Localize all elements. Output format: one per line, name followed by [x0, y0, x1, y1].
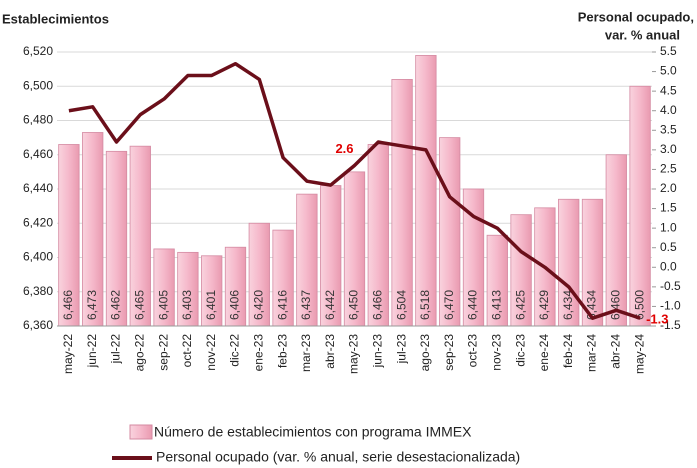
y-axis-title: Establecimientos — [2, 11, 109, 26]
bar — [391, 79, 413, 327]
y2-axis-title: Personal ocupado, — [578, 9, 694, 24]
y-tick-label: 6,380 — [23, 284, 53, 298]
x-tick-label: nov-23 — [489, 334, 503, 371]
value-label: 6,462 — [109, 290, 123, 320]
y2-tick-label: 2.0 — [660, 181, 677, 195]
y-tick-label: 6,480 — [23, 113, 53, 127]
value-label: 6,403 — [180, 290, 194, 320]
value-label: 6,460 — [608, 290, 622, 320]
x-tick-label: jul-23 — [394, 334, 408, 365]
annotation: -1.3 — [646, 312, 668, 327]
value-label: 6,429 — [537, 290, 551, 320]
value-label: 6,440 — [466, 290, 480, 320]
value-label: 6,413 — [489, 290, 503, 320]
value-label: 6,450 — [347, 290, 361, 320]
value-label: 6,406 — [228, 290, 242, 320]
x-tick-label: oct-22 — [180, 334, 194, 368]
y2-tick-label: -0.5 — [660, 279, 681, 293]
legend-label: Número de establecimientos con programa … — [154, 424, 472, 440]
legend-label: Personal ocupado (var. % anual, serie de… — [156, 449, 520, 465]
x-tick-label: abr-23 — [323, 334, 337, 369]
x-tick-label: sep-22 — [156, 334, 170, 371]
y-tick-label: 6,420 — [23, 215, 53, 229]
y2-tick-label: 3.5 — [660, 122, 677, 136]
x-tick-label: jun-22 — [85, 334, 99, 369]
bar — [415, 55, 437, 327]
y2-tick-label: 4.5 — [660, 83, 677, 97]
value-label: 6,518 — [418, 290, 432, 320]
value-label: 6,434 — [561, 290, 575, 320]
y2-tick-label: 2.5 — [660, 162, 677, 176]
value-label: 6,437 — [299, 290, 313, 320]
line-series — [68, 61, 641, 320]
x-tick-label: abr-24 — [608, 334, 622, 369]
x-tick-label: jun-23 — [370, 334, 384, 369]
y-tick-label: 6,500 — [23, 78, 53, 92]
y2-tick-label: 1.0 — [660, 220, 677, 234]
y2-tick-label: 5.0 — [660, 64, 677, 78]
value-label: 6,466 — [370, 290, 384, 320]
x-tick-label: nov-22 — [204, 334, 218, 371]
y2-tick-label: 3.0 — [660, 142, 677, 156]
y2-tick-label: 1.5 — [660, 201, 677, 215]
y2-tick-label: 4.0 — [660, 103, 677, 117]
x-tick-label: mar-23 — [299, 334, 313, 372]
value-label: 6,425 — [513, 290, 527, 320]
y2-tick-label: -1.0 — [660, 299, 681, 313]
value-label: 6,420 — [251, 290, 265, 320]
x-tick-label: ene-24 — [537, 334, 551, 372]
x-tick-label: may-24 — [632, 334, 646, 374]
x-tick-label: may-23 — [347, 334, 361, 374]
y2-tick-label: 5.5 — [660, 44, 677, 58]
legend-swatch — [129, 424, 153, 440]
x-tick-label: sep-23 — [442, 334, 456, 371]
value-label: 6,504 — [394, 290, 408, 320]
y2-tick-label: 0.5 — [660, 240, 677, 254]
x-tick-label: dic-23 — [513, 334, 527, 367]
value-label: 6,401 — [204, 290, 218, 320]
value-label: 6,466 — [61, 290, 75, 320]
value-label: 6,405 — [156, 290, 170, 320]
y2-axis-title: var. % anual — [605, 27, 680, 42]
x-tick-label: ago-23 — [418, 334, 432, 372]
y-tick-label: 6,360 — [23, 318, 53, 332]
x-tick-label: ago-22 — [132, 334, 146, 372]
x-tick-label: feb-24 — [561, 334, 575, 368]
annotation: 2.6 — [335, 141, 353, 156]
y2-tick-label: -1.5 — [660, 318, 681, 332]
y-tick-label: 6,400 — [23, 250, 53, 264]
x-tick-label: feb-23 — [275, 334, 289, 368]
y2-tick-label: 0.0 — [660, 259, 677, 273]
x-tick-label: mar-24 — [585, 334, 599, 372]
x-tick-label: oct-23 — [466, 334, 480, 368]
value-label: 6,416 — [275, 290, 289, 320]
x-tick-label: jul-22 — [109, 334, 123, 365]
y-tick-label: 6,520 — [23, 44, 53, 58]
y-tick-label: 6,460 — [23, 147, 53, 161]
x-tick-label: dic-22 — [228, 334, 242, 367]
value-label: 6,465 — [132, 290, 146, 320]
value-label: 6,442 — [323, 290, 337, 320]
value-label: 6,470 — [442, 290, 456, 320]
value-label: 6,473 — [85, 290, 99, 320]
y-tick-label: 6,440 — [23, 181, 53, 195]
x-tick-label: may-22 — [61, 334, 75, 374]
value-label: 6,500 — [632, 290, 646, 320]
x-tick-label: ene-23 — [251, 334, 265, 372]
